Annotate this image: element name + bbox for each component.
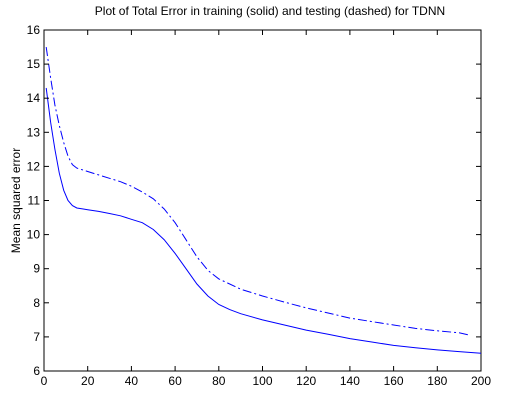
plot-area (43, 29, 482, 372)
y-tick-label: 9 (33, 262, 40, 276)
x-tick-label: 100 (252, 374, 272, 388)
y-tick-label: 14 (27, 91, 41, 105)
y-tick-label: 16 (27, 23, 41, 37)
x-tick-label: 120 (296, 374, 316, 388)
x-axis: 0 20 40 60 80 100 120 140 160 180 200 (41, 30, 491, 388)
y-axis-label: Mean squared error (9, 148, 23, 253)
y-tick-label: 10 (27, 228, 41, 242)
x-tick-label: 180 (427, 374, 447, 388)
training-error-line (45, 87, 482, 354)
series-layer (45, 47, 482, 354)
x-tick-label: 20 (81, 374, 95, 388)
testing-error-line (45, 47, 471, 336)
x-tick-label: 200 (471, 374, 491, 388)
y-tick-label: 15 (27, 57, 41, 71)
x-tick-label: 140 (340, 374, 360, 388)
y-tick-label: 11 (28, 194, 41, 208)
y-axis: 6 7 8 9 10 11 12 13 14 15 16 (27, 23, 481, 378)
y-tick-label: 7 (33, 330, 40, 344)
x-tick-label: 80 (212, 374, 226, 388)
x-tick-label: 60 (168, 374, 182, 388)
x-tick-label: 40 (125, 374, 139, 388)
chart-title: Plot of Total Error in training (solid) … (95, 4, 445, 18)
axes-box (43, 29, 482, 372)
y-tick-label: 12 (27, 159, 41, 173)
y-tick-label: 13 (27, 125, 41, 139)
y-tick-label: 8 (33, 296, 40, 310)
x-tick-label: 0 (41, 374, 48, 388)
y-tick-label: 6 (33, 364, 40, 378)
x-tick-label: 160 (384, 374, 404, 388)
